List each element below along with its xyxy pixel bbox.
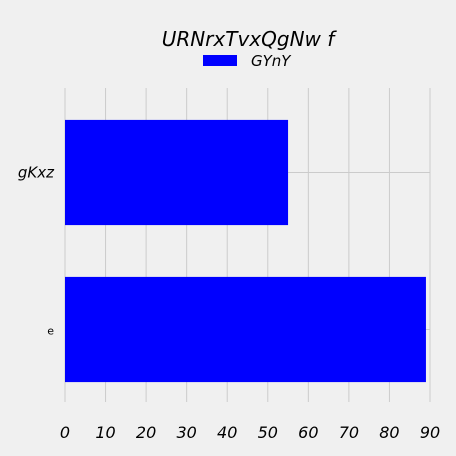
chart-title: URNrxTvxQgNw f bbox=[162, 27, 338, 51]
legend: GYnY bbox=[203, 52, 292, 70]
y-axis-ticks: gKxz e bbox=[18, 164, 55, 338]
x-tick-label-30: 30 bbox=[176, 423, 196, 442]
bar-e bbox=[65, 277, 426, 382]
y-tick-label-e: e bbox=[47, 325, 54, 338]
x-tick-label-0: 0 bbox=[60, 423, 70, 442]
bars bbox=[65, 120, 426, 382]
x-tick-label-60: 60 bbox=[298, 423, 318, 442]
legend-label-gyny: GYnY bbox=[251, 52, 292, 70]
x-tick-label-10: 10 bbox=[95, 423, 115, 442]
x-tick-label-40: 40 bbox=[217, 423, 237, 442]
x-tick-label-20: 20 bbox=[136, 423, 156, 442]
bar-gKxz bbox=[65, 120, 288, 225]
x-tick-label-50: 50 bbox=[258, 423, 278, 442]
y-tick-label-gKxz: gKxz bbox=[18, 164, 55, 182]
x-tick-label-80: 80 bbox=[379, 423, 399, 442]
legend-swatch-gyny bbox=[203, 55, 237, 66]
x-tick-label-70: 70 bbox=[339, 423, 359, 442]
x-axis-ticks: 0 10 20 30 40 50 60 70 80 90 bbox=[60, 423, 440, 442]
x-tick-label-90: 90 bbox=[420, 423, 440, 442]
